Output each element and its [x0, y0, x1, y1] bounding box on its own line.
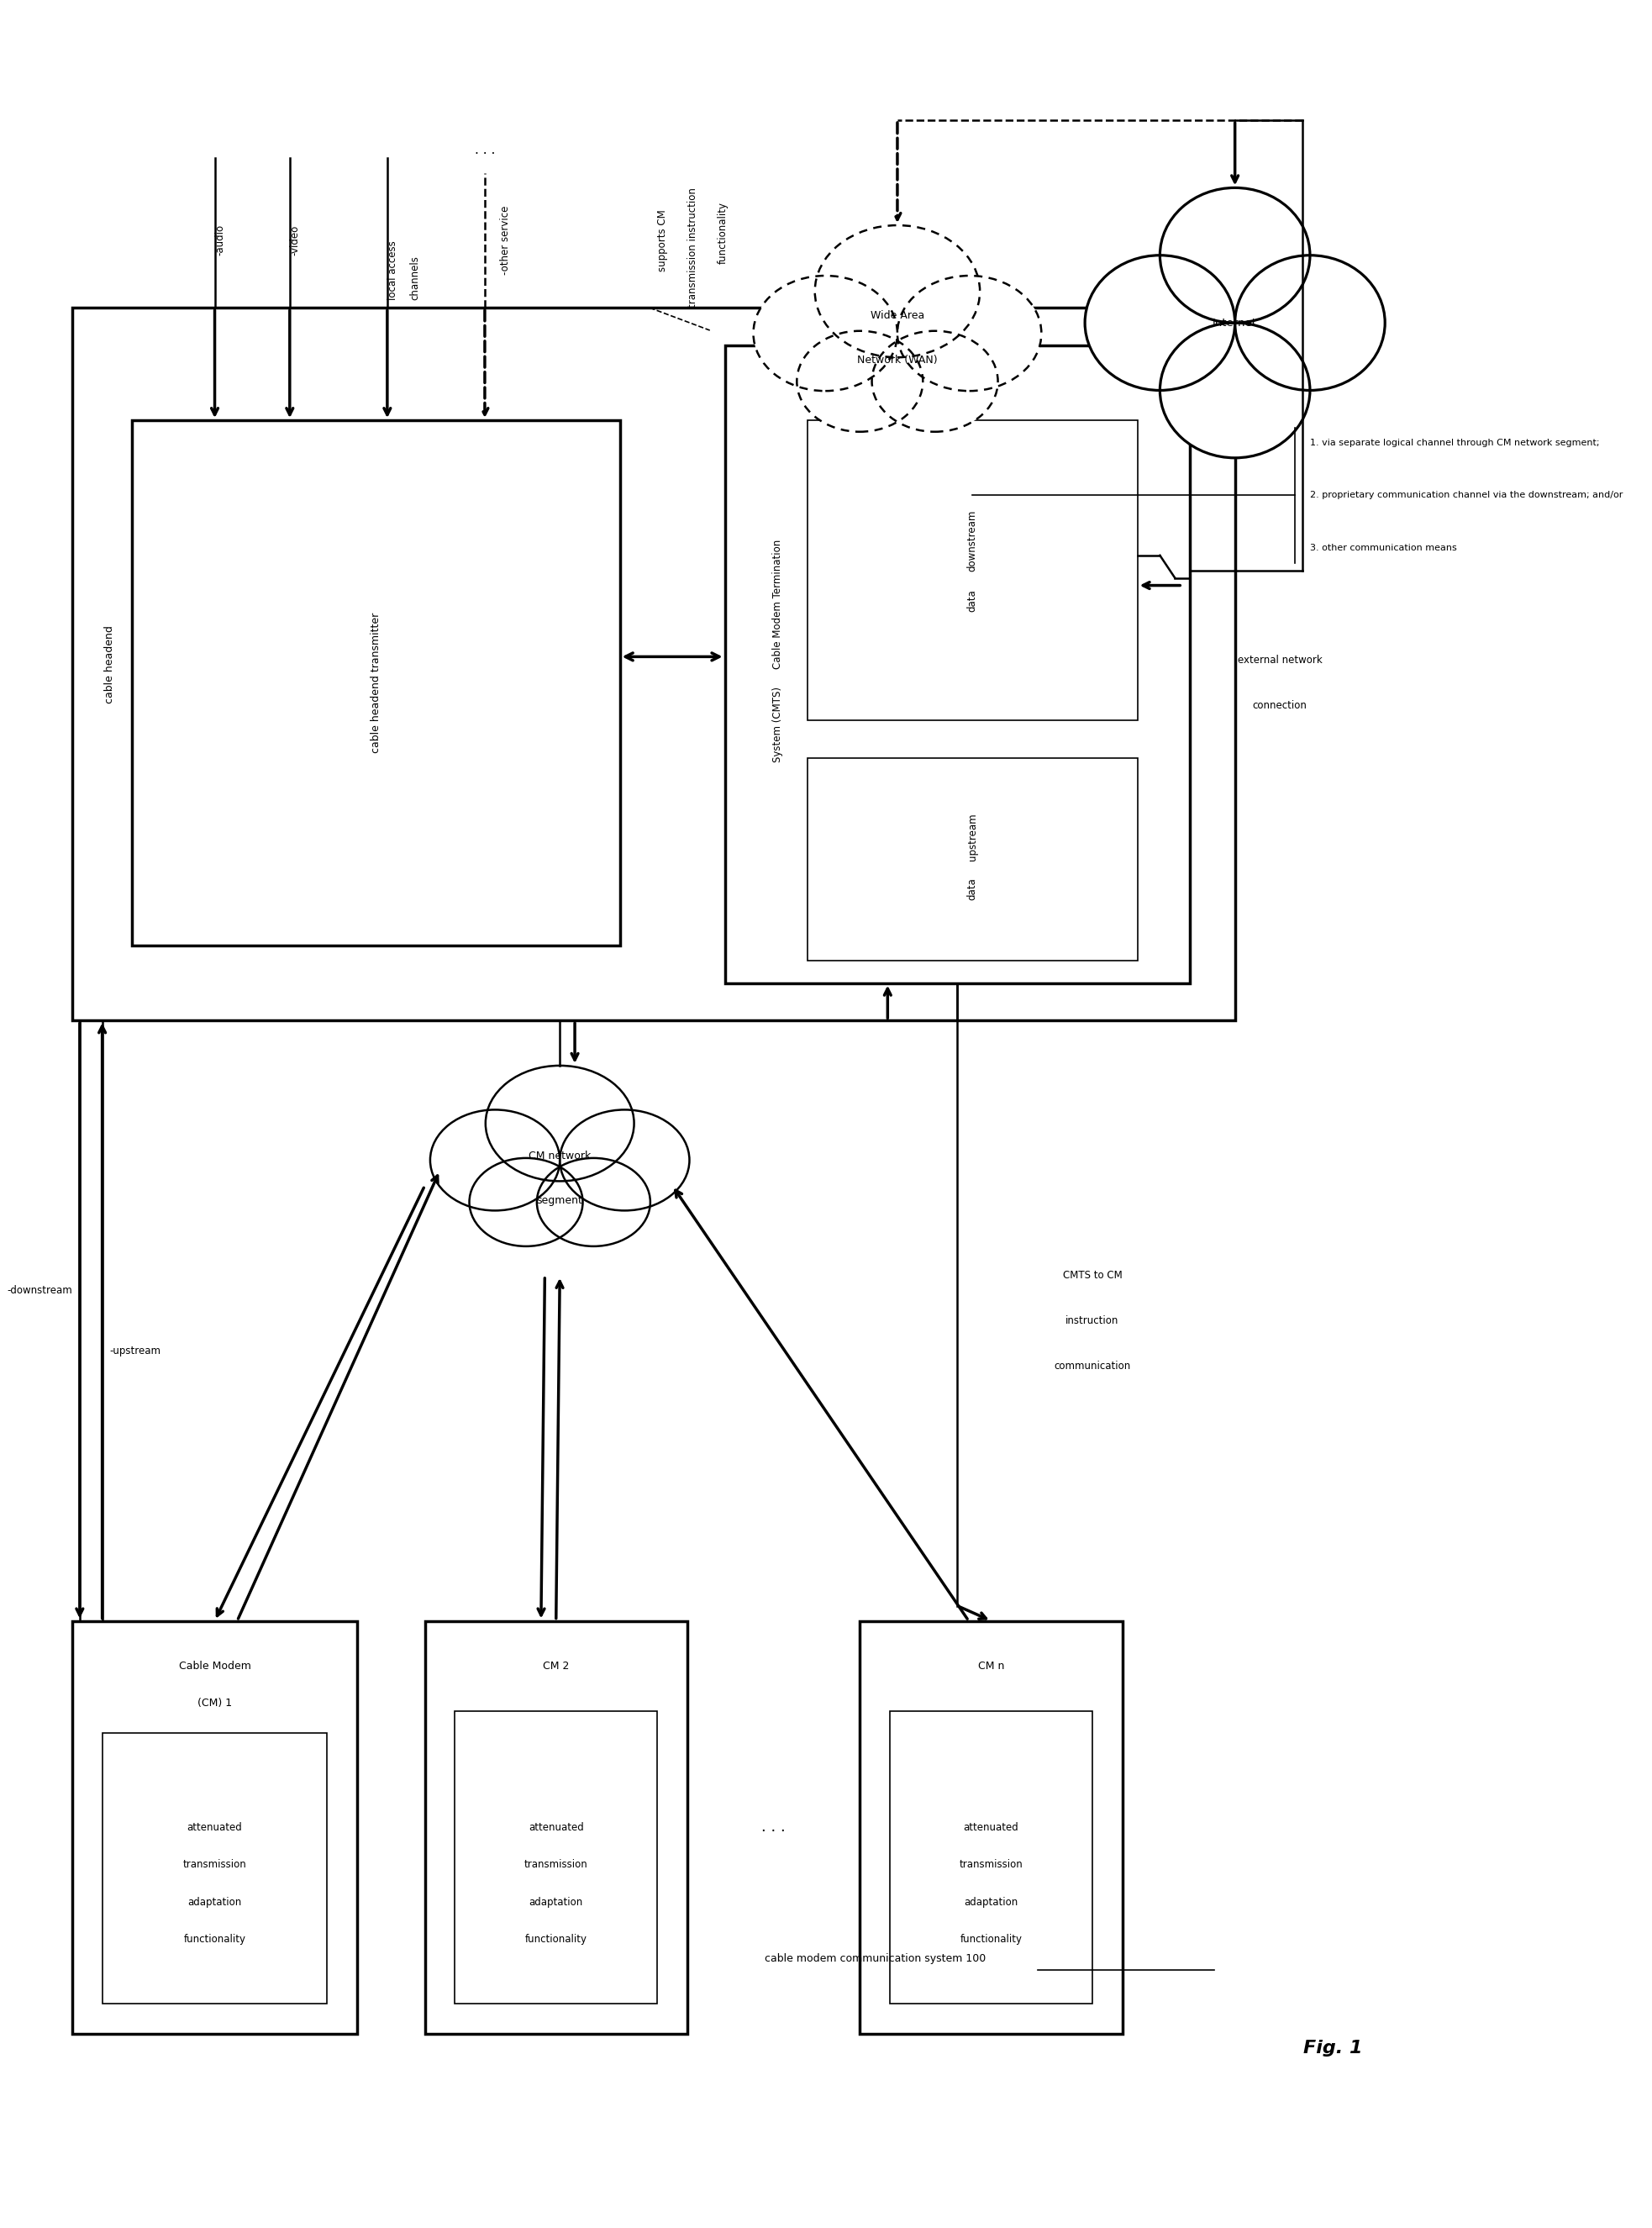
Ellipse shape	[753, 276, 897, 390]
Text: Internet: Internet	[1213, 316, 1257, 328]
Ellipse shape	[1160, 187, 1310, 323]
Text: cable headend transmitter: cable headend transmitter	[370, 613, 382, 753]
Text: functionality: functionality	[183, 1934, 246, 1945]
Bar	[808, 758, 1138, 960]
Text: CMTS to CM: CMTS to CM	[1062, 1270, 1122, 1281]
Text: connection: connection	[1252, 700, 1307, 711]
Ellipse shape	[1160, 323, 1310, 459]
Ellipse shape	[1085, 256, 1236, 390]
Text: attenuated: attenuated	[529, 1823, 583, 1834]
Text: Cable Modem: Cable Modem	[178, 1660, 251, 1671]
Text: -video: -video	[289, 225, 301, 256]
Text: -upstream: -upstream	[109, 1346, 160, 1357]
Text: local access: local access	[387, 241, 398, 301]
Bar	[454, 1711, 657, 2003]
Bar	[725, 345, 1189, 983]
Text: attenuated: attenuated	[963, 1823, 1019, 1834]
Bar	[73, 307, 1236, 1020]
Text: CM 2: CM 2	[544, 1660, 570, 1671]
Text: CM n: CM n	[978, 1660, 1004, 1671]
Text: System (CMTS): System (CMTS)	[771, 686, 783, 762]
Text: segment: segment	[537, 1194, 583, 1205]
Ellipse shape	[430, 1110, 560, 1210]
Bar	[890, 1711, 1092, 2003]
Text: transmission: transmission	[960, 1858, 1023, 1869]
Text: attenuated: attenuated	[187, 1823, 243, 1834]
Ellipse shape	[537, 1159, 651, 1245]
Ellipse shape	[469, 1159, 583, 1245]
Text: functionality: functionality	[960, 1934, 1023, 1945]
Text: Cable Modem Termination: Cable Modem Termination	[771, 539, 783, 668]
Ellipse shape	[897, 276, 1041, 390]
Ellipse shape	[796, 332, 923, 432]
Text: CM network: CM network	[529, 1150, 591, 1161]
Bar	[102, 1733, 327, 2003]
Text: functionality: functionality	[717, 203, 729, 263]
Bar	[132, 421, 619, 945]
Text: cable modem communication system 100: cable modem communication system 100	[765, 1954, 986, 1963]
Text: adaptation: adaptation	[188, 1896, 241, 1907]
Text: -other service: -other service	[501, 205, 510, 274]
Bar	[710, 330, 1204, 998]
Text: Fig. 1: Fig. 1	[1303, 2041, 1363, 2056]
Ellipse shape	[872, 332, 998, 432]
Text: transmission: transmission	[524, 1858, 588, 1869]
Bar	[425, 1620, 687, 2034]
Text: 1. via separate logical channel through CM network segment;: 1. via separate logical channel through …	[1310, 439, 1599, 448]
Text: Network (WAN): Network (WAN)	[857, 354, 938, 365]
Text: (CM) 1: (CM) 1	[198, 1698, 231, 1709]
Text: 3. other communication means: 3. other communication means	[1310, 544, 1457, 553]
Text: upstream: upstream	[966, 813, 978, 860]
Text: data: data	[966, 878, 978, 900]
Text: transmission instruction: transmission instruction	[687, 187, 699, 307]
Text: supports CM: supports CM	[657, 209, 669, 272]
Ellipse shape	[560, 1110, 689, 1210]
Bar	[73, 1620, 357, 2034]
Text: Wide Area: Wide Area	[871, 310, 925, 321]
Text: data: data	[966, 588, 978, 613]
Text: instruction: instruction	[1066, 1315, 1118, 1326]
Text: -audio: -audio	[215, 225, 226, 256]
Text: functionality: functionality	[525, 1934, 586, 1945]
Ellipse shape	[1236, 256, 1384, 390]
Bar	[859, 1620, 1122, 2034]
Ellipse shape	[814, 225, 980, 356]
Text: 2. proprietary communication channel via the downstream; and/or: 2. proprietary communication channel via…	[1310, 490, 1622, 499]
Text: channels: channels	[410, 256, 421, 301]
Ellipse shape	[486, 1065, 634, 1181]
Text: transmission: transmission	[183, 1858, 246, 1869]
Bar	[808, 421, 1138, 720]
Text: external network: external network	[1237, 655, 1322, 666]
Text: -downstream: -downstream	[7, 1286, 73, 1297]
Text: communication: communication	[1054, 1361, 1130, 1370]
Text: . . .: . . .	[762, 1820, 786, 1834]
Text: adaptation: adaptation	[965, 1896, 1018, 1907]
Text: cable headend: cable headend	[104, 626, 116, 704]
Text: downstream: downstream	[966, 510, 978, 570]
Text: adaptation: adaptation	[529, 1896, 583, 1907]
Text: . . .: . . .	[474, 145, 496, 156]
